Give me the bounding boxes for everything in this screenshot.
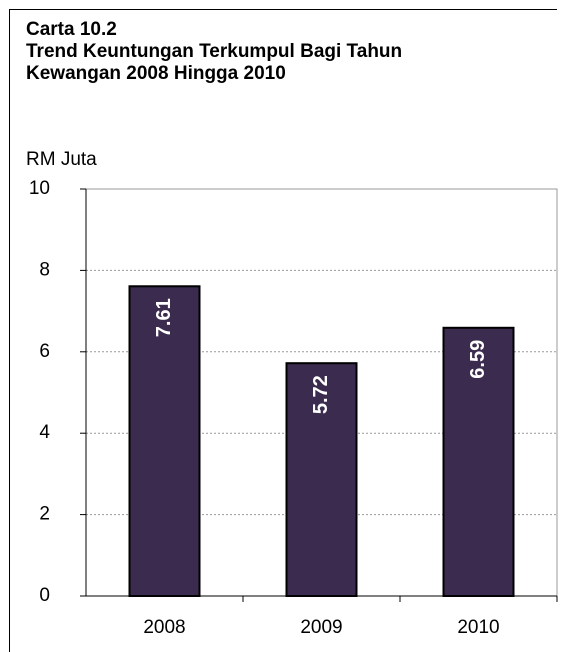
title-block: Carta 10.2 Trend Keuntungan Terkumpul Ba… <box>26 19 466 85</box>
x-tick-label: 2008 <box>143 617 185 638</box>
value-label: 7.61 <box>153 298 175 337</box>
y-tick-label: 8 <box>39 259 50 280</box>
y-tick-label: 0 <box>39 585 50 606</box>
y-tick-label: 4 <box>39 422 50 443</box>
x-tick-label: 2009 <box>300 617 342 638</box>
y-tick-label: 2 <box>39 504 50 525</box>
value-label: 5.72 <box>310 375 332 414</box>
y-axis-label: RM Juta <box>26 149 97 170</box>
bar <box>285 362 358 598</box>
chart-title: Carta 10.2 <box>26 19 117 40</box>
y-tick-label: 10 <box>29 178 50 199</box>
bar <box>128 285 201 597</box>
x-tick-label: 2010 <box>457 617 499 638</box>
value-label: 6.59 <box>467 340 489 379</box>
frame <box>9 9 557 652</box>
y-tick-label: 6 <box>39 341 50 362</box>
chart-subtitle: Trend Keuntungan Terkumpul Bagi Tahun Ke… <box>26 41 403 84</box>
bar <box>442 326 515 597</box>
